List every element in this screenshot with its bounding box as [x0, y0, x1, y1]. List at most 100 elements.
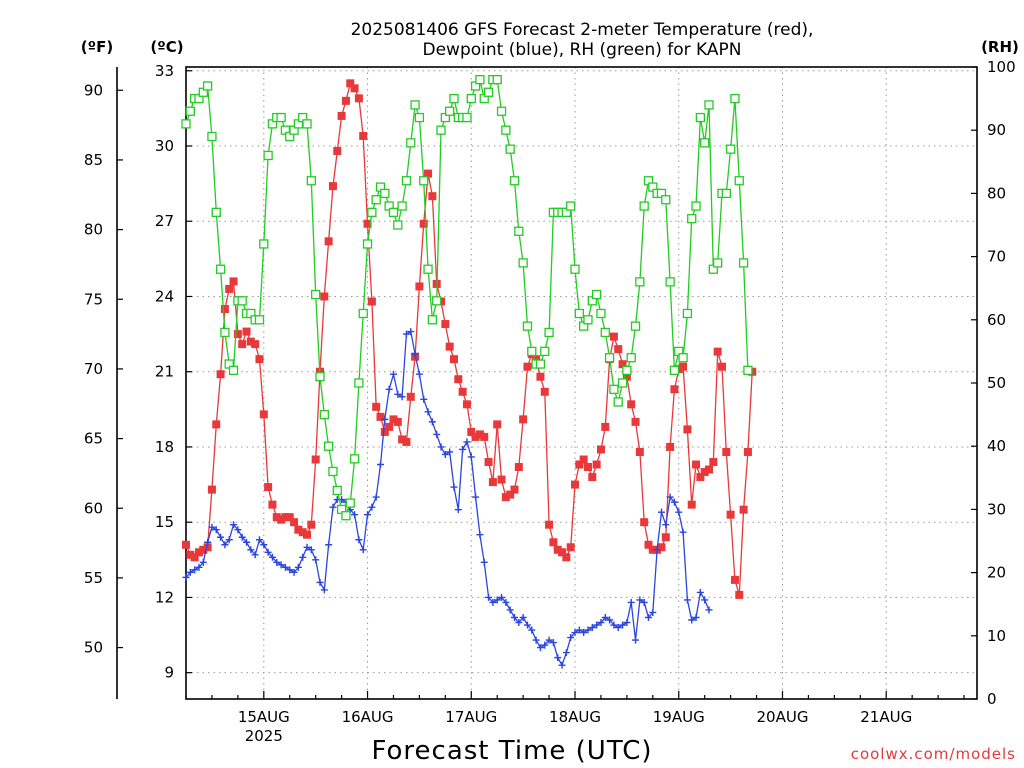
temperature-point: [709, 458, 718, 466]
dewpoint-point: [286, 566, 294, 574]
rh-point: [725, 144, 736, 154]
temperature-point: [238, 340, 247, 349]
temperature-point: [207, 485, 216, 494]
rh-point: [311, 289, 321, 300]
dewpoint-point: [377, 461, 385, 469]
temperature-point: [212, 420, 221, 429]
celsius-unit-label: (ºC): [150, 38, 183, 56]
rh-point: [492, 74, 502, 85]
temperature-point: [614, 345, 623, 354]
temperature-point: [449, 355, 458, 364]
rh-point: [669, 365, 680, 376]
dewpoint-point: [640, 598, 648, 606]
temperature-point: [471, 432, 480, 441]
temperature-point: [696, 473, 705, 482]
temperature-point: [225, 284, 234, 293]
dewpoint-point: [368, 503, 376, 511]
dewpoint-point: [515, 619, 523, 627]
temperature-point: [679, 362, 688, 371]
dewpoint-point: [597, 619, 605, 627]
rh-point: [427, 315, 438, 325]
chart-title-line-1: 2025081406 GFS Forecast 2-meter Temperat…: [351, 20, 814, 40]
dewpoint-point: [402, 330, 410, 338]
rh-point: [462, 112, 472, 123]
dewpoint-point: [441, 450, 449, 458]
temperature-point: [700, 468, 709, 477]
temperature-point: [190, 553, 199, 562]
dewpoint-point: [472, 493, 480, 501]
temperature-point: [454, 375, 463, 384]
fahrenheit-unit-label: (ºF): [81, 38, 113, 56]
dewpoint-point: [307, 546, 315, 554]
rh-point: [211, 207, 221, 218]
temperature-point: [510, 485, 519, 494]
rh-point: [738, 258, 749, 268]
rh-point: [483, 87, 494, 97]
dewpoint-point: [588, 624, 596, 632]
rh-point: [509, 176, 520, 186]
rh-point: [345, 498, 355, 508]
fahrenheit-tick-label: 70: [84, 360, 103, 378]
temperature-point: [475, 430, 484, 439]
temperature-point: [553, 545, 562, 554]
dewpoint-point: [428, 418, 436, 426]
temperature-point: [389, 415, 398, 424]
rh-point: [202, 81, 213, 91]
temperature-point: [376, 412, 385, 421]
rh-point: [207, 131, 217, 142]
rh-point: [215, 264, 226, 274]
rh-point: [570, 264, 580, 274]
rh-point: [600, 327, 610, 338]
rh-point: [704, 100, 714, 110]
chart-axes: [116, 66, 978, 700]
rh-point: [622, 365, 632, 376]
temperature-point: [363, 219, 372, 228]
dewpoint-point: [670, 498, 678, 506]
celsius-tick-label: 33: [155, 62, 174, 80]
rh-tick-label: 60: [987, 311, 1006, 329]
dewpoint-point: [614, 624, 622, 632]
plot-frame: [185, 66, 978, 700]
dewpoint-point: [351, 511, 359, 519]
rh-point: [306, 176, 316, 186]
temperature-point: [545, 520, 554, 529]
dewpoint-point: [593, 621, 601, 629]
dewpoint-point: [657, 508, 665, 516]
dewpoint-point: [653, 546, 661, 554]
temperature-point: [514, 463, 523, 472]
rh-point: [678, 353, 688, 363]
dewpoint-point: [502, 598, 510, 606]
temperature-point: [661, 533, 670, 542]
rh-point: [544, 327, 554, 338]
rh-point: [604, 353, 615, 363]
x-tick-sublabel: 2025: [245, 727, 283, 745]
dewpoint-point: [394, 390, 402, 398]
rh-point: [436, 125, 446, 135]
rh-point: [635, 277, 645, 287]
dewpoint-point: [476, 531, 484, 539]
dewpoint-point: [619, 621, 627, 629]
temperature-point: [393, 417, 402, 426]
dewpoint-point: [303, 543, 311, 551]
rh-point: [406, 138, 416, 148]
dewpoint-point: [225, 536, 233, 544]
rh-point: [380, 188, 390, 199]
dewpoint-point: [251, 551, 259, 559]
temperature-point: [194, 548, 203, 557]
fahrenheit-tick-label: 85: [84, 151, 103, 169]
temperature-point: [609, 332, 618, 341]
temperature-point: [596, 445, 605, 454]
temperature-point: [717, 362, 726, 371]
temperature-point: [705, 465, 714, 474]
dewpoint-point: [666, 493, 674, 501]
temperature-point: [264, 483, 273, 492]
temperature-point: [657, 543, 666, 552]
fahrenheit-tick-label: 60: [84, 499, 103, 517]
dewpoint-point: [234, 526, 242, 534]
rh-point: [397, 201, 407, 211]
rh-point: [514, 226, 524, 236]
temperature-point: [631, 417, 640, 426]
temperature-point: [328, 182, 337, 191]
dewpoint-point: [411, 350, 419, 358]
dewpoint-point: [290, 568, 298, 576]
